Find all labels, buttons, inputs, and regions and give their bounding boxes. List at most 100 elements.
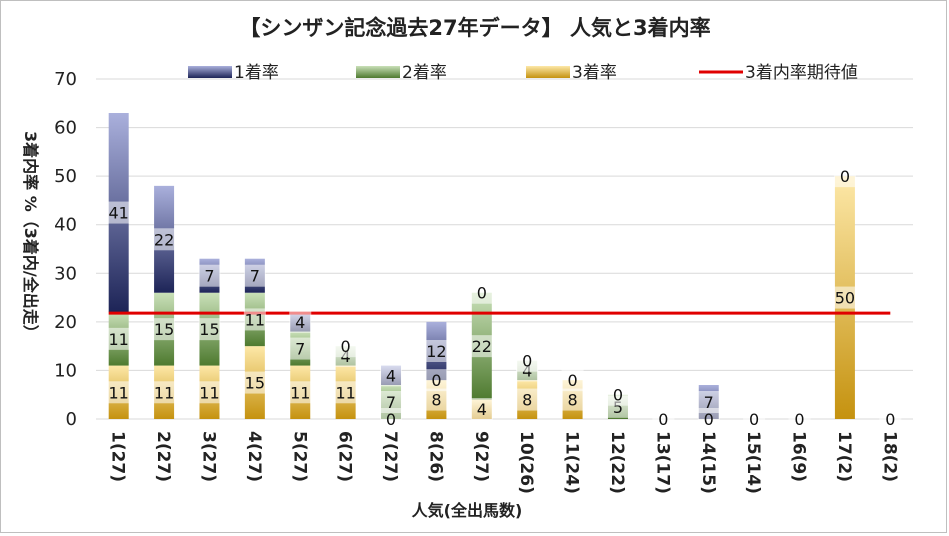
data-label-bg [243,308,266,331]
x-tick-label: 14(15) [698,431,718,494]
y-tick-label: 10 [54,360,77,381]
x-tick-label: 9(27) [471,431,491,482]
data-label: 11 [109,330,129,349]
data-label: 7 [295,340,305,359]
x-tick-label: 6(27) [335,431,355,482]
data-label: 0 [794,410,804,429]
data-label-bg [243,371,266,394]
data-label: 7 [386,393,396,412]
data-label: 41 [109,204,129,223]
data-label-bg [606,383,629,406]
data-label-bg [334,381,357,404]
data-label-bg [334,335,357,358]
legend-label-1: 1着率 [234,63,279,83]
data-label: 0 [477,284,487,303]
data-label: 0 [885,410,895,429]
data-label-bg [425,388,448,411]
data-label: 0 [749,410,759,429]
data-label-bg [788,408,811,430]
data-label: 0 [567,371,577,390]
data-label-bg [516,388,539,411]
data-label: 15 [199,320,219,339]
x-tick-label: 2(27) [153,431,173,482]
data-label: 11 [109,383,129,402]
x-tick-label: 12(22) [607,431,627,494]
data-label: 11 [199,383,219,402]
data-label-bg [289,337,312,360]
y-axis-label: 3着内率 %（3着内/全出走） [21,131,40,341]
chart-title: 【シンザン記念過去27年データ】 人気と3着内率 [239,16,710,40]
data-label-bg [425,369,448,392]
data-label: 22 [154,230,174,249]
data-label: 4 [295,313,305,332]
legend-label-3: 3着率 [572,63,617,83]
data-label: 0 [613,386,623,405]
data-label-bg [561,388,584,411]
data-label: 8 [431,391,441,410]
data-label: 8 [522,391,532,410]
data-label: 15 [245,374,265,393]
data-label-bg [425,340,448,362]
data-label: 50 [835,289,855,308]
data-label-bg [107,327,130,350]
data-label: 11 [154,383,174,402]
data-labels: 1111411115221115715117117411400748012422… [107,165,902,430]
data-label: 4 [477,400,487,419]
x-tick-label: 10(26) [516,431,536,494]
data-label: 11 [335,383,355,402]
data-label: 5 [613,398,623,417]
data-label-bg [652,408,675,430]
gridlines [96,78,913,420]
data-label-bg [198,381,221,404]
data-label-bg [289,381,312,404]
data-label: 8 [567,391,577,410]
data-label: 22 [472,337,492,356]
data-label: 15 [154,320,174,339]
x-tick-label: 17(2) [834,431,854,482]
data-label: 7 [204,267,214,286]
legend-label-4: 3着内率期待値 [745,63,858,83]
data-label-bg [470,335,493,358]
x-tick-label: 13(17) [652,431,672,494]
legend: 1着率 2着率 3着率 3着内率期待値 [188,63,858,83]
data-label-bg [833,165,856,188]
data-label-bg [743,408,766,430]
legend-swatch-1 [188,66,232,78]
data-label: 0 [522,352,532,371]
data-label: 4 [386,366,396,385]
x-tick-label: 16(9) [789,431,809,482]
data-label-bg [107,381,130,404]
legend-swatch-3 [526,66,570,78]
legend-label-2: 2着率 [402,63,447,83]
x-tick-label: 7(27) [380,431,400,482]
bars [108,113,855,419]
data-label: 7 [250,267,260,286]
y-tick-label: 0 [66,409,77,430]
data-label-bg [516,349,539,372]
data-label: 12 [426,342,446,361]
data-label-bg [833,286,856,309]
x-tick-label: 18(2) [879,431,899,482]
y-tick-label: 60 [54,118,77,139]
x-tick-label: 3(27) [198,431,218,482]
data-label-bg [198,318,221,341]
data-label: 0 [341,337,351,356]
data-label-bg [153,228,176,251]
data-label: 11 [245,310,265,329]
data-label-bg [380,391,403,413]
y-tick-label: 20 [54,312,77,333]
data-label-bg [879,408,902,430]
x-tick-label: 4(27) [244,431,264,482]
data-label-bg [697,408,720,430]
y-axis-ticks: 0 10 20 30 40 50 60 70 [54,69,77,430]
y-tick-label: 70 [54,69,77,90]
y-tick-label: 30 [54,263,77,284]
data-label-bg [561,369,584,392]
data-label-bg [107,201,130,224]
data-label: 7 [704,393,714,412]
legend-swatch-2 [356,66,400,78]
x-axis-ticks: 1(27) 2(27) 3(27) 4(27) 5(27) 6(27) 7(27) 8(26)… [108,431,900,494]
x-tick-label: 15(14) [743,431,763,494]
